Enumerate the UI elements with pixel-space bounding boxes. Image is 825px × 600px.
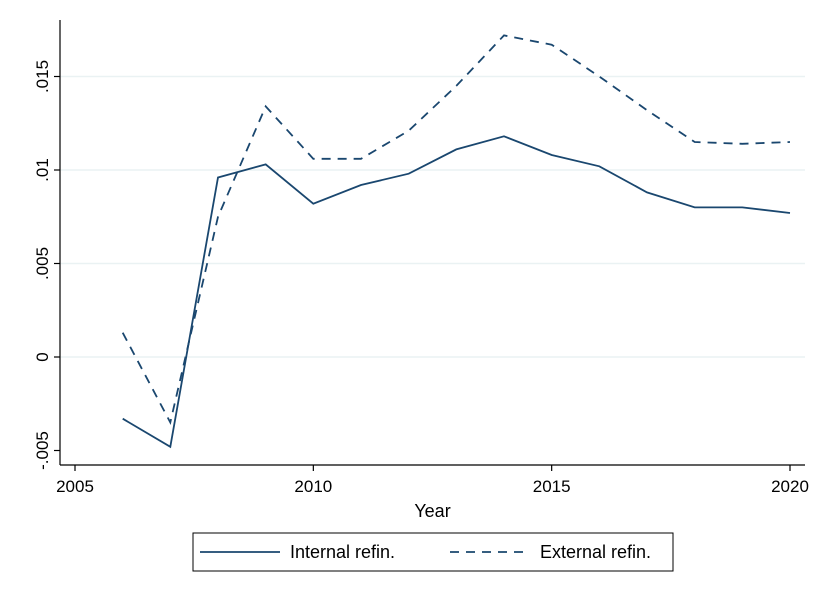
series-line (122, 135, 791, 449)
legend: Internal refin. External refin. (192, 532, 674, 572)
legend-label: External refin. (540, 542, 651, 562)
series-lines (121, 34, 791, 449)
y-tick-label: .005 (33, 247, 52, 280)
y-tick-label: 0 (33, 352, 52, 361)
x-ticks: 2005 2010 2015 2020 (56, 465, 809, 496)
x-tick-label: 2015 (533, 477, 571, 496)
x-tick-label: 2020 (771, 477, 809, 496)
y-tick-label: .015 (33, 60, 52, 93)
x-tick-label: 2005 (56, 477, 94, 496)
axes (59, 20, 805, 466)
y-tick-label: .01 (33, 158, 52, 182)
gridlines (60, 75, 805, 358)
x-tick-label: 2010 (294, 477, 332, 496)
x-axis-title: Year (414, 501, 450, 521)
legend-label: Internal refin. (290, 542, 395, 562)
series-line (121, 34, 791, 425)
y-ticks: -.005 0 .005 .01 .015 (33, 60, 60, 470)
y-tick-label: -.005 (33, 431, 52, 470)
